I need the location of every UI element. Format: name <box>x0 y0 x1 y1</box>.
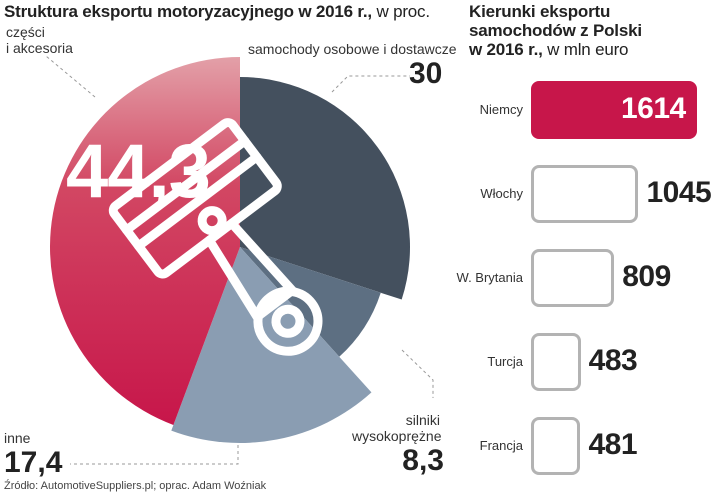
pie-label-samochody: samochody osobowe i dostawcze <box>248 41 457 57</box>
leader-line-czesci <box>45 55 96 98</box>
pie-value-inne: 17,4 <box>4 446 63 479</box>
pie-chart <box>45 55 434 465</box>
bar-label: Francja <box>479 438 523 453</box>
bar <box>531 249 615 307</box>
pie-label-czesci: części i akcesoria <box>6 24 73 56</box>
pie-slice-samochody <box>240 77 410 300</box>
pie-title: Struktura eksportu motoryzacyjnego w 201… <box>4 2 430 21</box>
bar <box>531 417 581 475</box>
bar-value: 481 <box>588 428 638 461</box>
bar-value: 1614 <box>621 92 686 125</box>
pie-value-samochody: 30 <box>409 57 443 90</box>
source-note: Źródło: AutomotiveSuppliers.pl; oprac. A… <box>4 480 267 492</box>
bar-label: W. Brytania <box>456 270 523 285</box>
bar-value: 483 <box>588 344 638 377</box>
pie-value-czesci: 44,3 <box>66 129 211 214</box>
bar-label: Włochy <box>480 186 523 201</box>
bar <box>531 333 581 391</box>
pie-label-silniki: silniki wysokoprężne <box>352 412 442 444</box>
bar-label: Niemcy <box>479 102 523 117</box>
bar-title: Kierunki eksportu samochodów z Polski w … <box>469 2 642 59</box>
leader-line-silniki <box>401 349 434 398</box>
bar <box>531 165 639 223</box>
pie-label-inne: inne <box>4 430 31 446</box>
bar-value: 809 <box>622 260 671 293</box>
bar <box>531 81 697 139</box>
leader-line-inne <box>70 445 239 465</box>
bar-value: 1045 <box>646 176 712 209</box>
piston-icon <box>108 118 323 356</box>
pie-value-silniki: 8,3 <box>402 444 444 477</box>
bar-label: Turcja <box>487 354 523 369</box>
leader-line-samochody <box>331 75 410 93</box>
